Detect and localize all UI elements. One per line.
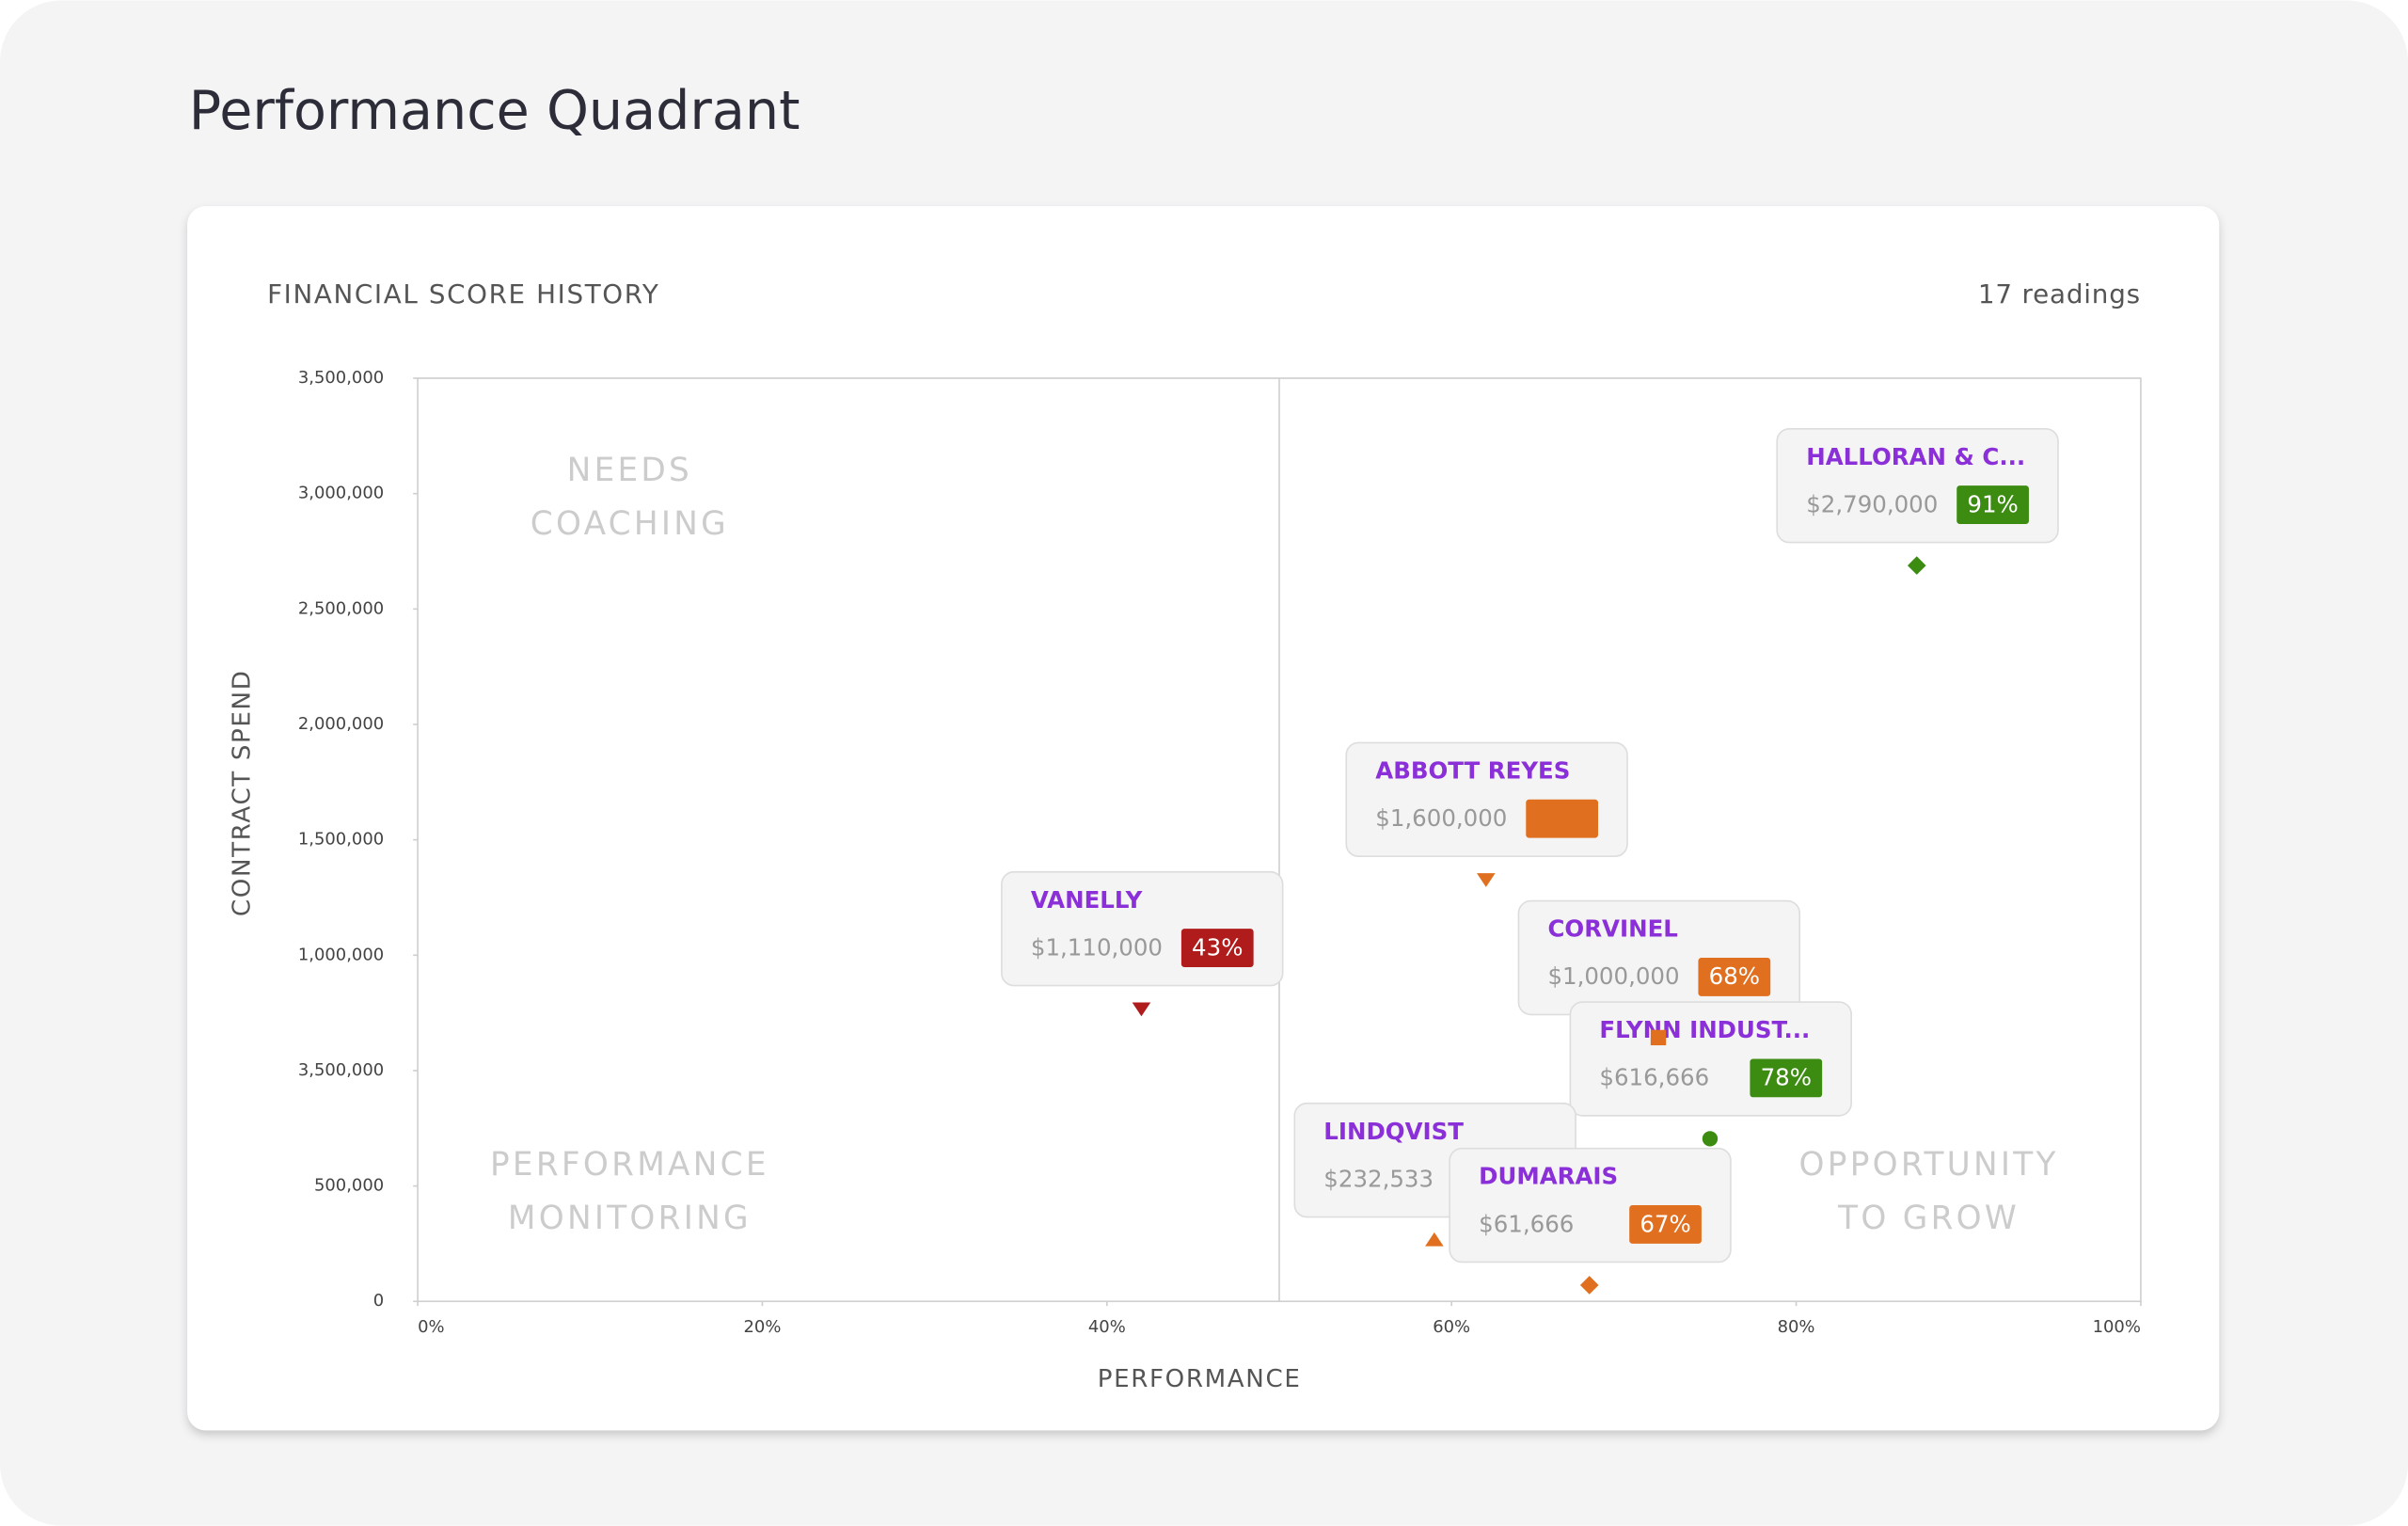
- score-label: 68%: [1709, 962, 1760, 990]
- quadrant-label: COACHING: [531, 505, 729, 543]
- y-tick-label: 500,000: [314, 1176, 384, 1196]
- point-name: CORVINEL: [1547, 915, 1677, 943]
- point-marker: [1477, 873, 1496, 887]
- point-value: $232,533: [1323, 1165, 1434, 1192]
- quadrant-label: MONITORING: [508, 1200, 752, 1237]
- score-label: 43%: [1192, 933, 1243, 961]
- y-tick-label: 1,500,000: [298, 830, 384, 850]
- point-marker: [1425, 1232, 1444, 1247]
- x-tick-label: 80%: [1778, 1317, 1815, 1337]
- point-card: CORVINEL $1,000,000 68%: [1517, 899, 1801, 1016]
- y-tick-label: 2,000,000: [298, 714, 384, 734]
- score-badge: [1956, 485, 2029, 524]
- point-value: $1,000,000: [1547, 962, 1679, 990]
- point-name: HALLORAN & C...: [1806, 443, 2025, 470]
- x-tick-label: 20%: [744, 1317, 782, 1337]
- card-title: FINANCIAL SCORE HISTORY: [267, 278, 659, 310]
- point-marker: [1650, 1029, 1667, 1046]
- score-badge: [1750, 1058, 1823, 1098]
- point-value: $2,790,000: [1806, 490, 1938, 517]
- x-tick-label: 100%: [2093, 1317, 2141, 1337]
- score-label: 67%: [1640, 1210, 1690, 1237]
- y-tick-label: 2,500,000: [298, 598, 384, 618]
- score-badge: [1526, 799, 1599, 838]
- point-marker: [1702, 1131, 1719, 1147]
- y-tick-label: 3,000,000: [298, 484, 384, 503]
- point-value: $61,666: [1479, 1210, 1574, 1237]
- y-tick-label: 3,500,000: [298, 1060, 384, 1080]
- quadrant-label: OPPORTUNITY: [1799, 1146, 2059, 1184]
- quadrant-label: TO GROW: [1837, 1200, 2020, 1237]
- x-axis-label: PERFORMANCE: [1098, 1365, 1302, 1393]
- x-tick-label: 0%: [418, 1317, 444, 1337]
- score-badge: [1180, 929, 1254, 967]
- plot: 0 500,000 3,500,000 1,000,000 1,500,000 2,000…: [228, 368, 2142, 1393]
- point-value: $1,600,000: [1375, 804, 1507, 832]
- point-marker: [1132, 1002, 1151, 1017]
- point-card: DUMARAIS $61,666 67%: [1449, 1147, 1732, 1264]
- y-tick-label: 0: [373, 1291, 384, 1311]
- score-badge: [1629, 1205, 1702, 1244]
- point-card: VANELLY $1,110,000 43%: [1001, 870, 1284, 987]
- point-card: HALLORAN & C... $2,790,000 91%: [1776, 427, 2059, 544]
- quadrant-label: NEEDS: [567, 452, 692, 489]
- point-value: $616,666: [1599, 1064, 1709, 1091]
- point-name: ABBOTT REYES: [1375, 756, 1570, 784]
- point-name: VANELLY: [1031, 886, 1143, 914]
- point-card: ABBOTT REYES $1,600,000: [1345, 741, 1628, 858]
- y-tick-label: 3,500,000: [298, 368, 384, 388]
- score-label: 91%: [1967, 490, 2018, 517]
- point-name: DUMARAIS: [1479, 1163, 1618, 1190]
- card: [187, 206, 2220, 1431]
- y-tick-label: 1,000,000: [298, 945, 384, 964]
- x-tick-label: 60%: [1433, 1317, 1470, 1337]
- point-name: LINDQVIST: [1323, 1118, 1464, 1145]
- page-title: Performance Quadrant: [189, 80, 800, 142]
- quadrant-label: PERFORMANCE: [490, 1146, 769, 1184]
- point-name: FLYNN INDUST...: [1599, 1016, 1810, 1043]
- point-value: $1,110,000: [1031, 933, 1163, 961]
- score-label: 78%: [1761, 1064, 1812, 1091]
- reading-count: 17 readings: [1978, 278, 2141, 310]
- score-badge: [1698, 957, 1771, 996]
- x-tick-label: 40%: [1088, 1317, 1126, 1337]
- point-card: FLYNN INDUST... $616,666 78%: [1569, 1001, 1852, 1117]
- y-axis-label: CONTRACT SPEND: [228, 670, 256, 917]
